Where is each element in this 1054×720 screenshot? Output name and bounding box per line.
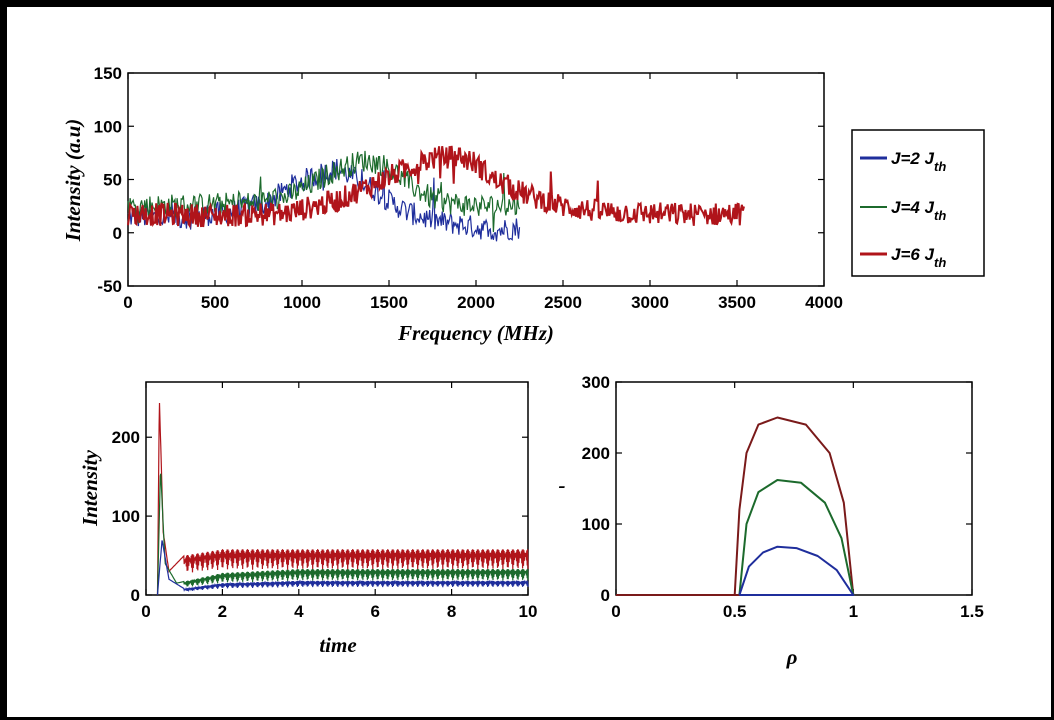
- legend-entry-j4: J=4 Jth: [860, 198, 946, 223]
- time-ytick: 100: [112, 507, 140, 526]
- spectrum-xtick: 500: [201, 293, 229, 312]
- spectrum-xtick: 4000: [805, 293, 843, 312]
- time-series-series: [156, 402, 529, 596]
- phase-ytick: 100: [582, 515, 610, 534]
- intensity-trace: [156, 402, 529, 596]
- phase-ytick: 200: [582, 444, 610, 463]
- phase-ytick: 0: [601, 586, 610, 605]
- spectrum-xtick: 1500: [370, 293, 408, 312]
- legend-label: J=6 Jth: [891, 245, 946, 270]
- phase-plot-area: [615, 381, 973, 596]
- phase-series: [616, 416, 855, 596]
- phase-ylabel: -: [559, 473, 566, 497]
- phase-ticks: 0 0.5 1 1.5 0 100 200 300: [582, 373, 984, 621]
- spectrum-xtick: 3500: [718, 293, 756, 312]
- phase-ytick: 300: [582, 373, 610, 392]
- spectrum-ytick: 100: [94, 117, 122, 136]
- spectrum-xtick: 2000: [457, 293, 495, 312]
- spectrum-series: [127, 145, 745, 242]
- time-xtick: 0: [141, 602, 150, 621]
- time-xtick: 4: [294, 602, 304, 621]
- legend-label: J=4 Jth: [891, 198, 946, 223]
- phase-xtick: 1: [849, 602, 858, 621]
- phase-xtick: 0: [611, 602, 620, 621]
- spectrum-ticks: 0 500 1000 1500 2000 2500 3000 3500 4000-5005010…: [94, 64, 843, 312]
- spectrum-line: [127, 145, 745, 229]
- spectrum-xtick: 2500: [544, 293, 582, 312]
- time-ytick: 200: [112, 428, 140, 447]
- intensity-trace: [156, 540, 529, 596]
- phase-plot: 0 0.5 1 1.5 0 100 200 300 ρ -: [559, 373, 984, 669]
- time-series-xlabel: time: [319, 633, 356, 657]
- spectrum-xtick: 1000: [283, 293, 321, 312]
- spectrum-plot-area: [127, 72, 825, 287]
- spectrum-ytick: -50: [97, 277, 122, 296]
- time-xtick: 6: [370, 602, 379, 621]
- spectrum-xlabel: Frequency (MHz): [397, 321, 554, 345]
- time-xtick: 10: [519, 602, 538, 621]
- spectrum-ytick: 0: [113, 224, 122, 243]
- phase-xtick: 0.5: [723, 602, 747, 621]
- spectrum-ylabel: Intensity (a.u): [61, 119, 85, 243]
- legend-entry-j6: J=6 Jth: [860, 245, 946, 270]
- legend-box: [851, 129, 985, 277]
- phase-xtick: 1.5: [960, 602, 984, 621]
- phase-xlabel: ρ: [786, 645, 798, 669]
- spectrum-ytick: 50: [103, 171, 122, 190]
- time-ytick: 0: [131, 586, 140, 605]
- legend-entry-j2: J=2 Jth: [860, 149, 946, 174]
- time-series-ylabel: Intensity: [78, 449, 102, 527]
- legend-label: J=2 Jth: [891, 149, 946, 174]
- spectrum-plot: 0 500 1000 1500 2000 2500 3000 3500 4000-5005010…: [61, 64, 843, 345]
- phase-loop: [738, 545, 855, 596]
- intensity-trace: [156, 473, 529, 596]
- spectrum-ytick: 150: [94, 64, 122, 83]
- time-xtick: 8: [447, 602, 456, 621]
- time-xtick: 2: [218, 602, 227, 621]
- spectrum-line: [127, 150, 521, 233]
- spectrum-xtick: 0: [123, 293, 132, 312]
- spectrum-legend: J=2 Jth J=4 Jth J=6 Jth: [851, 129, 985, 277]
- spectrum-xtick: 3000: [631, 293, 669, 312]
